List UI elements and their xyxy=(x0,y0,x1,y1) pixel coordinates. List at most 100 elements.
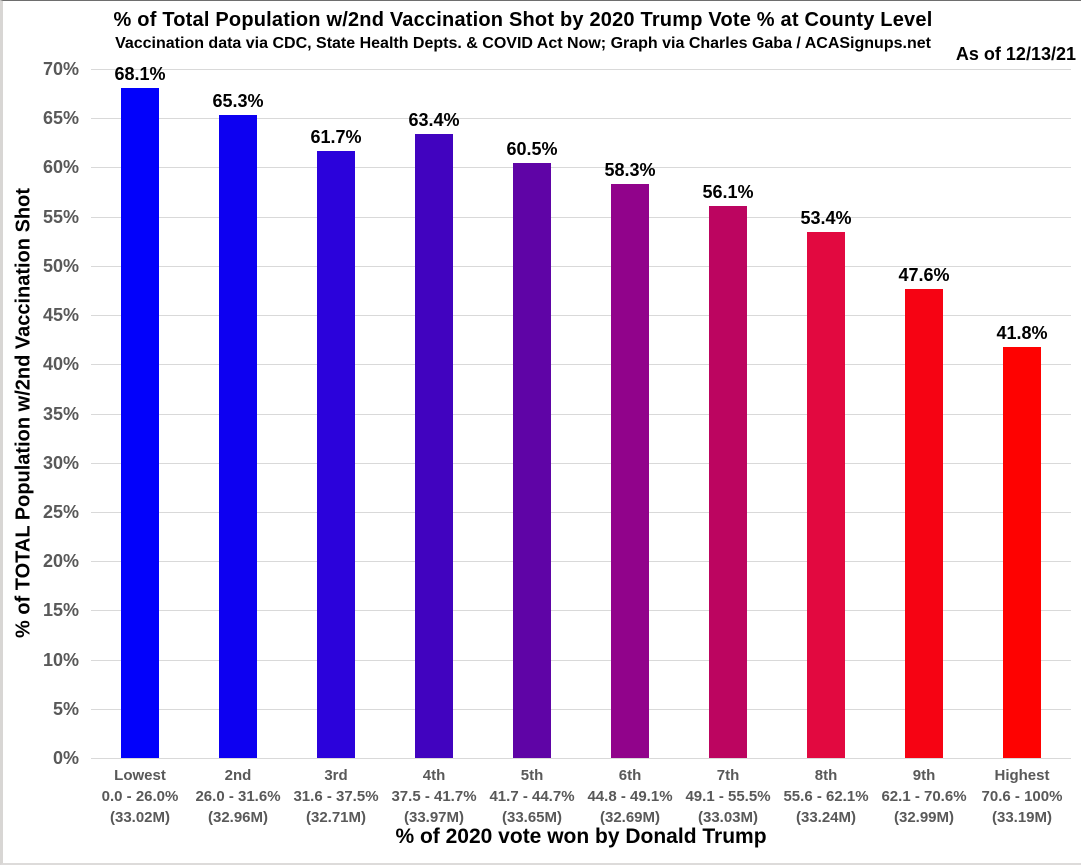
category-population-label: (33.02M) xyxy=(109,809,171,826)
category-range-label: 49.1 - 55.5% xyxy=(685,788,771,805)
x-category-label: 7th 49.1 - 55.5% (33.03M) xyxy=(679,765,777,828)
bar xyxy=(709,205,747,758)
y-tick-label: 50% xyxy=(42,255,79,276)
category-population-label: (32.69M) xyxy=(599,809,661,826)
category-population-label: (33.65M) xyxy=(501,809,563,826)
bar-column: 47.6% xyxy=(875,265,973,758)
category-range-label: 0.0 - 26.0% xyxy=(101,788,179,805)
y-tick-label: 10% xyxy=(42,649,79,670)
gridline xyxy=(91,758,1071,759)
category-range-label: 62.1 - 70.6% xyxy=(881,788,967,805)
y-axis-tick-labels: 70% 65% 60% 55% 50% 45% 40% 35% 30% 25% 20% 15% 10% 5… xyxy=(3,1,79,863)
y-tick-label: 55% xyxy=(42,206,79,227)
category-range-label: 70.6 - 100% xyxy=(981,788,1063,805)
y-tick-label: 40% xyxy=(42,354,79,375)
bar-column: 58.3% xyxy=(581,160,679,758)
x-category-label: 3rd 31.6 - 37.5% (32.71M) xyxy=(287,765,385,828)
category-population-label: (33.19M) xyxy=(991,809,1053,826)
category-population-label: (32.71M) xyxy=(305,809,367,826)
x-category-label: 9th 62.1 - 70.6% (32.99M) xyxy=(875,765,973,828)
bar-value-label: 41.8% xyxy=(996,322,1048,343)
bar xyxy=(807,232,845,758)
gridline xyxy=(91,69,1071,70)
category-rank-label: 8th xyxy=(814,767,838,784)
bar-value-label: 60.5% xyxy=(506,138,558,159)
chart-title: % of Total Population w/2nd Vaccination … xyxy=(113,9,933,31)
category-range-label: 55.6 - 62.1% xyxy=(783,788,869,805)
bar-column: 60.5% xyxy=(483,139,581,758)
gridline xyxy=(91,561,1071,563)
category-population-label: (33.03M) xyxy=(697,809,759,826)
category-population-label: (33.24M) xyxy=(795,809,857,826)
gridline xyxy=(91,659,1071,661)
bar-series: 68.1% 65.3% 61.7% 63.4% 60.5% 58.3% 56.1% 53.4%… xyxy=(91,64,1071,758)
category-rank-label: 3rd xyxy=(324,767,348,784)
bar-value-label: 47.6% xyxy=(898,265,950,286)
gridline xyxy=(91,118,1071,120)
bar-value-label: 63.4% xyxy=(408,109,460,130)
category-rank-label: 9th xyxy=(912,767,936,784)
y-tick-label: 70% xyxy=(42,59,79,79)
y-tick-label: 0% xyxy=(52,748,79,768)
x-category-label: 6th 44.8 - 49.1% (32.69M) xyxy=(581,765,679,828)
category-range-label: 26.0 - 31.6% xyxy=(195,788,281,805)
x-axis-category-labels: Lowest 0.0 - 26.0% (33.02M) 2nd 26.0 - 31.6%… xyxy=(91,765,1071,828)
x-category-label: 5th 41.7 - 44.7% (33.65M) xyxy=(483,765,581,828)
bar-column: 53.4% xyxy=(777,208,875,758)
y-tick-label: 25% xyxy=(42,501,79,522)
category-population-label: (32.99M) xyxy=(893,809,955,826)
y-tick-label: 20% xyxy=(42,551,79,572)
x-category-label: Lowest 0.0 - 26.0% (33.02M) xyxy=(91,765,189,828)
gridline xyxy=(91,216,1071,218)
bar-column: 63.4% xyxy=(385,110,483,758)
category-population-label: (32.96M) xyxy=(207,809,269,826)
category-rank-label: Lowest xyxy=(114,767,166,784)
gridline xyxy=(91,265,1071,267)
bar xyxy=(611,184,649,758)
category-range-label: 31.6 - 37.5% xyxy=(293,788,379,805)
bar xyxy=(1003,346,1041,758)
bar-column: 65.3% xyxy=(189,91,287,758)
x-axis-title: % of 2020 vote won by Donald Trump xyxy=(395,825,767,848)
category-rank-label: 2nd xyxy=(224,767,252,784)
gridline xyxy=(91,413,1071,415)
y-tick-label: 35% xyxy=(42,403,79,424)
y-axis-title: % of TOTAL Population w/2nd Vaccination … xyxy=(12,187,35,639)
bar xyxy=(219,115,257,758)
x-category-label: 2nd 26.0 - 31.6% (32.96M) xyxy=(189,765,287,828)
category-range-label: 37.5 - 41.7% xyxy=(391,788,477,805)
y-tick-label: 5% xyxy=(52,698,79,719)
y-tick-label: 65% xyxy=(42,108,79,129)
as-of-date-label: As of 12/13/21 xyxy=(955,44,1076,64)
category-rank-label: 5th xyxy=(520,767,544,784)
gridline xyxy=(91,462,1071,464)
x-category-label: 8th 55.6 - 62.1% (33.24M) xyxy=(777,765,875,828)
category-range-label: 44.8 - 49.1% xyxy=(587,788,673,805)
y-tick-label: 45% xyxy=(42,305,79,326)
bar-value-label: 53.4% xyxy=(800,208,852,229)
bar-value-label: 68.1% xyxy=(114,63,166,84)
bar xyxy=(415,133,453,758)
bar xyxy=(121,87,159,758)
bar-value-label: 56.1% xyxy=(702,181,754,202)
y-tick-label: 60% xyxy=(42,157,79,178)
category-rank-label: Highest xyxy=(994,767,1050,784)
bar-value-label: 58.3% xyxy=(604,160,656,181)
bar xyxy=(513,162,551,758)
gridline xyxy=(91,610,1071,612)
gridline xyxy=(91,315,1071,317)
category-rank-label: 7th xyxy=(716,767,740,784)
gridline xyxy=(91,364,1071,366)
bar-column: 56.1% xyxy=(679,182,777,758)
gridline xyxy=(91,167,1071,169)
bar-column: 61.7% xyxy=(287,127,385,758)
gridline xyxy=(91,708,1071,710)
y-tick-label: 15% xyxy=(42,600,79,621)
bar xyxy=(317,150,355,758)
chart-subtitle: Vaccination data via CDC, State Health D… xyxy=(115,35,931,52)
bar-value-label: 65.3% xyxy=(212,91,264,112)
bar-column: 68.1% xyxy=(91,64,189,758)
plot-area: 68.1% 65.3% 61.7% 63.4% 60.5% 58.3% 56.1% 53.4%… xyxy=(91,64,1071,759)
bar-column: 41.8% xyxy=(973,323,1071,758)
